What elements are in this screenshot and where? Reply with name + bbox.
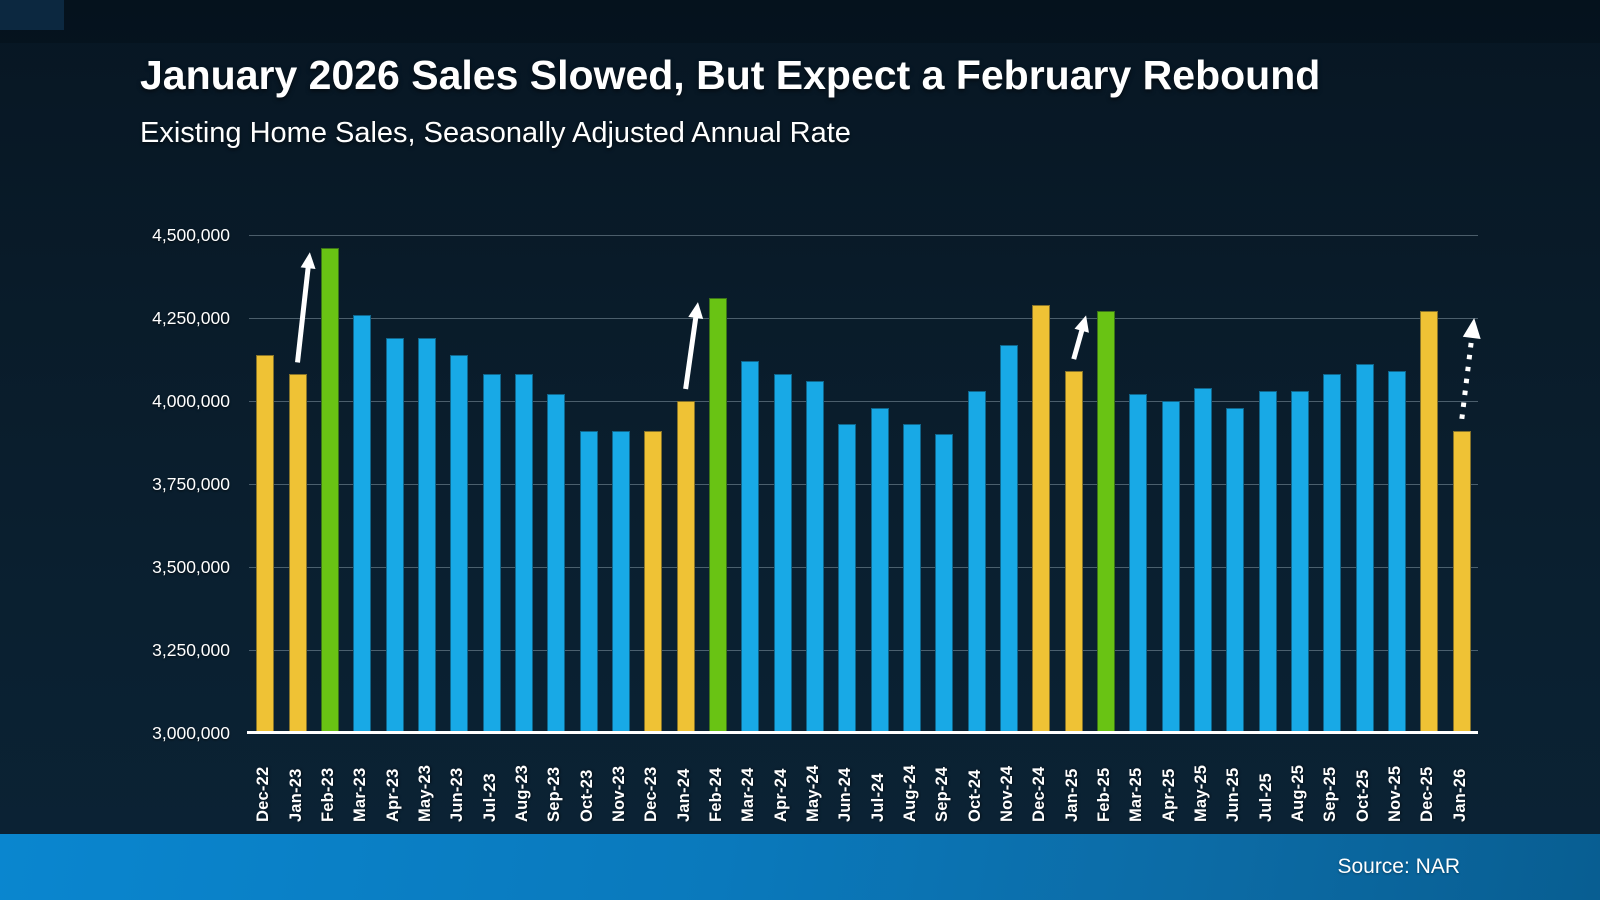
bar-Sep-24 bbox=[935, 434, 954, 733]
x-axis-label: Jan-23 bbox=[286, 768, 305, 822]
bar-Apr-23 bbox=[385, 337, 404, 733]
x-axis-label: Apr-23 bbox=[383, 768, 402, 822]
x-axis-label: Aug-25 bbox=[1289, 764, 1308, 822]
y-axis-tick-label: 4,250,000 bbox=[152, 308, 230, 328]
x-axis-label: Nov-24 bbox=[998, 765, 1017, 822]
bar-Oct-23 bbox=[579, 430, 598, 733]
x-axis-label: Oct-23 bbox=[577, 769, 596, 822]
gridline bbox=[249, 318, 1478, 319]
bar-Apr-25 bbox=[1161, 401, 1180, 733]
bar-Oct-25 bbox=[1355, 364, 1374, 733]
x-axis-label: Dec-22 bbox=[254, 766, 273, 822]
footer-bar: Source: NAR bbox=[0, 834, 1600, 900]
x-axis-label: Aug-23 bbox=[512, 764, 531, 822]
bar-Nov-24 bbox=[1000, 344, 1019, 733]
bar-Jan-25 bbox=[1064, 371, 1083, 733]
x-axis-label: Mar-24 bbox=[739, 767, 758, 822]
top-band bbox=[0, 0, 1600, 43]
bar-May-23 bbox=[417, 337, 436, 733]
x-axis-label: Feb-25 bbox=[1095, 767, 1114, 822]
bar-Sep-25 bbox=[1323, 374, 1342, 733]
page-title: January 2026 Sales Slowed, But Expect a … bbox=[140, 52, 1321, 98]
x-axis-label: Sep-23 bbox=[545, 766, 564, 822]
y-axis-tick-label: 4,000,000 bbox=[152, 391, 230, 411]
bar-Jun-24 bbox=[838, 424, 857, 733]
x-axis-label: Feb-24 bbox=[706, 767, 725, 822]
x-axis-label: Jan-24 bbox=[674, 768, 693, 822]
y-axis-tick-label: 3,000,000 bbox=[152, 723, 230, 743]
x-axis-label: Mar-23 bbox=[351, 767, 370, 822]
x-axis-label: Apr-24 bbox=[771, 768, 790, 822]
x-axis-label: Aug-24 bbox=[901, 764, 919, 822]
x-axis-label: Jul-24 bbox=[868, 773, 887, 822]
bar-Jan-26 bbox=[1452, 430, 1471, 733]
x-axis-label: May-23 bbox=[415, 764, 434, 822]
bar-Jan-23 bbox=[288, 374, 307, 733]
x-axis-label: Sep-25 bbox=[1321, 766, 1340, 822]
y-axis-tick-label: 3,750,000 bbox=[152, 474, 230, 494]
y-axis-tick-label: 4,500,000 bbox=[152, 225, 230, 245]
bar-Jun-23 bbox=[450, 354, 469, 733]
x-axis-label: Jul-23 bbox=[480, 773, 499, 822]
bar-Aug-24 bbox=[903, 424, 921, 733]
bar-Jul-23 bbox=[482, 374, 501, 733]
bar-Jun-25 bbox=[1226, 407, 1245, 733]
bar-Feb-23 bbox=[320, 248, 339, 733]
bar-Dec-24 bbox=[1032, 304, 1051, 733]
x-axis-label: Jun-24 bbox=[836, 767, 855, 822]
gridline bbox=[249, 401, 1478, 402]
bar-Jan-24 bbox=[676, 401, 695, 733]
bar-Apr-24 bbox=[773, 374, 792, 733]
bar-Mar-24 bbox=[741, 361, 760, 733]
x-axis-label: Nov-25 bbox=[1386, 765, 1405, 822]
bar-Dec-23 bbox=[644, 430, 663, 733]
bar-May-24 bbox=[805, 381, 824, 733]
x-axis-label: May-24 bbox=[803, 764, 822, 822]
bar-Mar-23 bbox=[353, 314, 372, 733]
gridline bbox=[249, 650, 1478, 651]
x-axis-label: Oct-25 bbox=[1353, 769, 1372, 822]
bar-Oct-24 bbox=[967, 391, 986, 733]
x-axis-label: Oct-24 bbox=[965, 769, 984, 822]
bar-Sep-23 bbox=[547, 394, 566, 733]
bar-Feb-25 bbox=[1097, 311, 1116, 733]
gridline bbox=[249, 484, 1478, 485]
x-axis-line bbox=[247, 731, 1478, 734]
source-label: Source: NAR bbox=[1337, 855, 1460, 878]
bar-Nov-25 bbox=[1388, 371, 1407, 733]
y-axis-tick-label: 3,500,000 bbox=[152, 557, 230, 577]
bar-Aug-23 bbox=[514, 374, 533, 733]
x-axis-label: Sep-24 bbox=[933, 766, 952, 822]
bar-Dec-25 bbox=[1420, 311, 1439, 733]
bar-May-25 bbox=[1194, 387, 1213, 733]
bar-Jul-25 bbox=[1258, 391, 1277, 733]
x-axis-label: Dec-23 bbox=[642, 766, 661, 822]
x-axis-label: Jan-25 bbox=[1062, 768, 1081, 822]
x-axis-label: Apr-25 bbox=[1159, 768, 1178, 822]
page-subtitle: Existing Home Sales, Seasonally Adjusted… bbox=[140, 117, 851, 150]
x-axis-label: Jul-25 bbox=[1256, 773, 1275, 822]
gridline bbox=[249, 235, 1478, 236]
bar-Feb-24 bbox=[708, 298, 727, 733]
bar-Aug-25 bbox=[1291, 391, 1310, 733]
x-axis-label: Dec-25 bbox=[1418, 766, 1437, 822]
x-axis-label: Jun-25 bbox=[1224, 767, 1243, 822]
x-axis-label: Dec-24 bbox=[1030, 766, 1049, 822]
bar-Nov-23 bbox=[611, 430, 630, 733]
header: January 2026 Sales Slowed, But Expect a … bbox=[140, 52, 1540, 150]
bar-Mar-25 bbox=[1129, 394, 1148, 733]
corner-accent bbox=[0, 0, 64, 30]
x-axis-label: Jan-26 bbox=[1450, 768, 1469, 822]
y-axis-tick-label: 3,250,000 bbox=[152, 640, 230, 660]
x-axis-label: Jun-23 bbox=[448, 767, 467, 822]
x-axis-label: Nov-23 bbox=[609, 765, 628, 822]
x-axis-label: Mar-25 bbox=[1127, 767, 1146, 822]
bar-Jul-24 bbox=[870, 407, 889, 733]
x-axis-label: May-25 bbox=[1192, 764, 1211, 822]
bar-Dec-22 bbox=[256, 354, 275, 733]
x-axis-label: Feb-23 bbox=[318, 767, 337, 822]
gridline bbox=[249, 567, 1478, 568]
